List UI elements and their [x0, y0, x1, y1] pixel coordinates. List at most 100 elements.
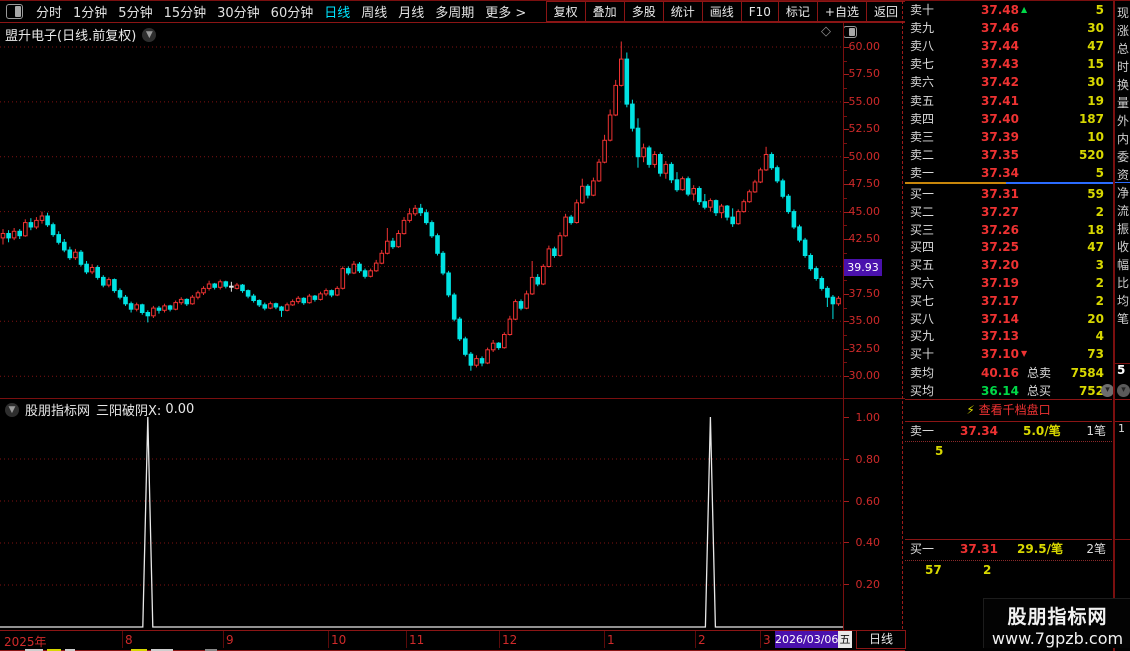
sell-level-row[interactable]: 卖一 37.34 5 [905, 164, 1112, 182]
sell-level-row[interactable]: 卖六 37.42 30 [905, 73, 1112, 91]
tool-button-复权[interactable]: 复权 [545, 1, 586, 22]
clipped-label: 涨 [1117, 24, 1130, 38]
level-price: 37.20 [981, 258, 1019, 273]
watermark: 股朋指标网 www.7gpzb.com [983, 598, 1130, 648]
expand-circle-icon[interactable]: ▾ [1101, 384, 1114, 397]
sell-level-row[interactable]: 卖五 37.41 19 [905, 92, 1112, 110]
right-clipped-panel: 现涨总时换量外内委资净流振收幅比均笔 5 ▾ 1 [1113, 1, 1130, 651]
sell-level-row[interactable]: 卖十 37.48 ▲ 5 [905, 1, 1112, 19]
period-tab-15分钟[interactable]: 15分钟 [163, 6, 207, 21]
period-tab-5分钟[interactable]: 5分钟 [118, 6, 153, 21]
layout-split-icon[interactable] [6, 4, 23, 19]
level2-link[interactable]: ⚡ 查看千档盘口 [905, 401, 1112, 420]
axis-minor-tick [844, 225, 847, 226]
buy-detail-per: 29.5/笔 [1017, 542, 1063, 556]
level-price: 37.35 [981, 147, 1019, 162]
axis-tick [844, 542, 849, 543]
buy-level-row[interactable]: 买十 37.10 ▼ 73 [905, 345, 1112, 363]
axis-minor-tick [844, 253, 847, 254]
chart-title-row: 盟升电子(日线.前复权) ▼ [5, 25, 157, 44]
axis-tick [844, 321, 849, 322]
tool-button-+自选[interactable]: +自选 [816, 1, 867, 22]
indicator-collapse-icon[interactable]: ▼ [5, 402, 19, 417]
sell-level-row[interactable]: 卖二 37.35 520 [905, 146, 1112, 164]
sell-avg-price: 40.16 [981, 366, 1019, 380]
level-volume: 3 [1095, 258, 1104, 273]
sell-one-detail-row[interactable]: 卖一 37.34 5.0/笔 1笔 [905, 423, 1112, 440]
axis-minor-tick [844, 61, 847, 62]
total-sell-value: 7584 [1070, 366, 1104, 380]
month-label: 3 [763, 633, 771, 647]
buy-level-row[interactable]: 买三 37.26 18 [905, 221, 1112, 239]
period-tab-多周期[interactable]: 多周期 [435, 6, 475, 21]
buy-level-row[interactable]: 买一 37.31 59 [905, 185, 1112, 203]
watermark-site: 股朋指标网 [1007, 606, 1108, 628]
indicator-header: ▼ 股朋指标网 三阳破阴X: 0.00 [5, 400, 194, 419]
arrow-down-icon: ▼ [1021, 349, 1028, 359]
indicator-axis-label: 0.80 [855, 453, 881, 466]
period-tab-月线[interactable]: 月线 [398, 6, 425, 21]
axis-tick [844, 584, 849, 585]
axis-tick [844, 376, 849, 377]
period-tab-更多 >[interactable]: 更多 > [485, 6, 527, 21]
period-tab-周线[interactable]: 周线 [361, 6, 388, 21]
level-price: 37.34 [981, 165, 1019, 180]
sell-detail-per: 5.0/笔 [1023, 424, 1061, 438]
month-tick [122, 631, 123, 648]
sell-level-row[interactable]: 卖四 37.40 187 [905, 110, 1112, 128]
axis-minor-tick [844, 170, 847, 171]
tool-button-返回[interactable]: 返回 [865, 1, 906, 22]
price-axis-label: 35.00 [848, 314, 881, 327]
price-axis-label: 37.50 [848, 287, 881, 300]
sell-level-row[interactable]: 卖七 37.43 15 [905, 55, 1112, 73]
tool-button-F10[interactable]: F10 [740, 1, 779, 22]
price-axis-label: 50.00 [848, 150, 881, 163]
buy-level-row[interactable]: 买八 37.14 20 [905, 310, 1112, 328]
level-label: 卖八 [910, 39, 935, 54]
month-label: 12 [502, 633, 518, 647]
clipped-label: 总 [1117, 42, 1130, 56]
tool-button-多股[interactable]: 多股 [623, 1, 664, 22]
level-price: 37.42 [981, 75, 1019, 90]
chevron-down-icon[interactable]: ▼ [142, 27, 157, 42]
period-tab-30分钟[interactable]: 30分钟 [217, 6, 260, 21]
buy-level-row[interactable]: 买七 37.17 2 [905, 292, 1112, 310]
buy-level-row[interactable]: 买二 37.27 2 [905, 203, 1112, 221]
period-tab-1分钟[interactable]: 1分钟 [73, 6, 108, 21]
sell-level-row[interactable]: 卖三 37.39 10 [905, 128, 1112, 146]
level-price: 37.41 [981, 93, 1019, 108]
indicator-chart[interactable] [0, 399, 843, 630]
pane-divider[interactable] [0, 398, 905, 399]
axis-tick [844, 102, 849, 103]
level-label: 卖十 [910, 3, 935, 17]
buy-level-row[interactable]: 买四 37.25 47 [905, 238, 1112, 256]
tool-button-统计[interactable]: 统计 [662, 1, 703, 22]
period-indicator[interactable]: 日线 [856, 630, 906, 649]
period-tab-60分钟[interactable]: 60分钟 [270, 6, 314, 21]
buy-one-detail-row[interactable]: 买一 37.31 29.5/笔 2笔 [905, 541, 1112, 558]
buy-level-row[interactable]: 买九 37.13 4 [905, 327, 1112, 345]
level-volume: 19 [1087, 93, 1104, 108]
level-price: 37.27 [981, 204, 1019, 219]
month-label: 2 [698, 633, 706, 647]
cursor-date: 2026/03/06 [775, 631, 839, 648]
tool-button-叠加[interactable]: 叠加 [584, 1, 625, 22]
panel-divider-dashed[interactable] [902, 1, 903, 649]
indicator-site: 股朋指标网 [25, 404, 91, 419]
sell-level-row[interactable]: 卖八 37.44 47 [905, 37, 1112, 55]
buy-level-row[interactable]: 买五 37.20 3 [905, 256, 1112, 274]
buy-level-row[interactable]: 买六 37.19 2 [905, 274, 1112, 292]
indicator-axis-label: 0.40 [855, 536, 881, 549]
clipped-label: 委 [1117, 150, 1130, 164]
period-tab-日线[interactable]: 日线 [324, 6, 351, 21]
pane-split-icon[interactable] [843, 26, 857, 38]
clipped-label: 外 [1117, 114, 1130, 128]
sell-level-row[interactable]: 卖九 37.46 30 [905, 19, 1112, 37]
level-volume: 47 [1087, 240, 1104, 255]
tool-button-画线[interactable]: 画线 [701, 1, 742, 22]
tool-button-标记[interactable]: 标记 [777, 1, 818, 22]
period-tab-分时[interactable]: 分时 [36, 6, 63, 21]
diamond-marker-icon[interactable]: ◇ [821, 24, 831, 39]
candlestick-chart[interactable] [0, 23, 843, 400]
